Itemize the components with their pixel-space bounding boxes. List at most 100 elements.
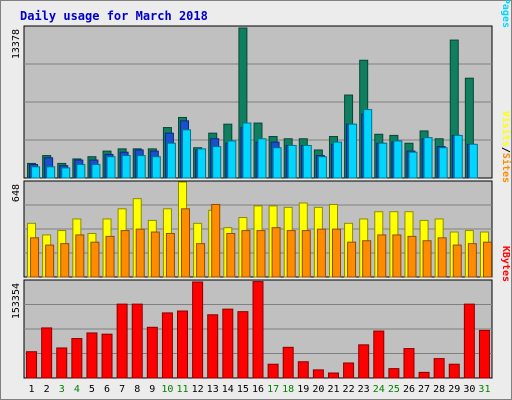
bar-sites-day-2	[45, 244, 55, 278]
y-max-label-visits: 648	[11, 184, 22, 202]
day-label-21: 21	[327, 384, 339, 395]
bar-sites-day-7	[120, 230, 130, 278]
day-label-26: 26	[403, 384, 415, 395]
bar-pages-day-30	[468, 143, 478, 179]
day-label-23: 23	[358, 384, 370, 395]
bar-sites-day-10	[165, 232, 175, 278]
bar-kbytes-day-7	[116, 303, 128, 379]
bar-pages-day-14	[227, 140, 237, 179]
bar-kbytes-day-25	[388, 368, 400, 379]
bar-sites-day-20	[316, 228, 326, 278]
bar-kbytes-day-4	[71, 338, 83, 379]
bar-pages-day-27	[423, 137, 433, 179]
bar-kbytes-day-18	[282, 346, 294, 379]
bar-sites-day-22	[347, 241, 357, 278]
day-label-20: 20	[312, 384, 324, 395]
bar-pages-day-17	[272, 147, 282, 179]
bar-pages-day-5	[91, 164, 101, 179]
bar-kbytes-day-8	[131, 303, 143, 379]
day-label-9: 9	[149, 384, 155, 395]
day-label-6: 6	[104, 384, 110, 395]
day-label-19: 19	[297, 384, 309, 395]
bar-pages-day-1	[31, 166, 41, 179]
bar-sites-day-3	[60, 243, 70, 278]
bar-kbytes-day-28	[433, 358, 445, 379]
bar-sites-day-17	[271, 227, 281, 278]
panel-kbytes: 153354 KBytes	[11, 246, 511, 379]
day-label-17: 17	[267, 384, 279, 395]
bar-pages-day-2	[46, 166, 56, 179]
bar-sites-day-4	[75, 234, 85, 278]
day-label-16: 16	[252, 384, 264, 395]
bar-sites-day-24	[377, 234, 387, 278]
bar-kbytes-day-5	[86, 332, 98, 379]
bar-kbytes-day-1	[26, 351, 38, 379]
bar-pages-day-11	[182, 129, 192, 179]
day-label-10: 10	[161, 384, 173, 395]
bar-sites-day-21	[331, 228, 341, 278]
chart-panels: 13378 Hits/Files/Pages 648 Visits/Sites 1533…	[11, 0, 512, 379]
day-label-1: 1	[29, 384, 35, 395]
legend-hits: Hits/Files/Pages	[500, 0, 512, 28]
bar-pages-day-9	[151, 156, 161, 179]
day-label-13: 13	[207, 384, 219, 395]
bar-pages-day-18	[287, 144, 297, 179]
y-max-label-hits: 13378	[11, 29, 22, 59]
legend-item-pages: Pages	[500, 0, 511, 28]
bar-pages-day-4	[76, 164, 86, 179]
day-label-29: 29	[448, 384, 460, 395]
bar-pages-day-16	[257, 138, 267, 179]
bar-kbytes-day-26	[403, 348, 415, 379]
day-label-25: 25	[388, 384, 400, 395]
day-label-4: 4	[74, 384, 80, 395]
bar-sites-day-15	[241, 230, 251, 278]
bar-sites-day-13	[211, 203, 221, 278]
bar-pages-day-25	[393, 140, 403, 179]
day-label-5: 5	[89, 384, 95, 395]
day-label-12: 12	[192, 384, 204, 395]
bar-pages-day-28	[438, 147, 448, 179]
bar-pages-day-10	[166, 142, 176, 179]
legend-item-visits: Visits	[500, 111, 512, 147]
day-label-30: 30	[463, 384, 475, 395]
bar-sites-day-28	[437, 237, 447, 278]
bar-sites-day-16	[256, 230, 266, 278]
bar-pages-day-23	[363, 109, 373, 179]
bar-sites-day-1	[30, 237, 40, 278]
bar-kbytes-day-24	[373, 330, 385, 379]
bar-sites-day-9	[150, 231, 160, 278]
bar-kbytes-day-14	[222, 308, 234, 379]
day-label-7: 7	[119, 384, 125, 395]
day-label-2: 2	[44, 384, 50, 395]
day-label-8: 8	[134, 384, 140, 395]
bar-pages-day-24	[378, 142, 388, 179]
bar-kbytes-day-21	[327, 372, 339, 379]
bar-kbytes-day-27	[418, 371, 430, 379]
bar-kbytes-day-12	[192, 281, 204, 379]
bar-pages-day-7	[121, 155, 131, 179]
bar-kbytes-day-19	[297, 361, 309, 379]
bar-sites-day-23	[362, 240, 372, 278]
day-label-11: 11	[176, 384, 188, 395]
bar-sites-day-29	[452, 244, 462, 278]
bar-kbytes-day-2	[41, 327, 53, 379]
bar-kbytes-day-3	[56, 347, 68, 379]
day-label-18: 18	[282, 384, 294, 395]
bar-sites-day-26	[407, 235, 417, 278]
bar-pages-day-15	[242, 122, 252, 179]
chart-title: Daily usage for March 2018	[20, 9, 208, 23]
day-label-27: 27	[418, 384, 430, 395]
bar-sites-day-11	[181, 208, 191, 278]
bar-pages-day-6	[106, 156, 116, 179]
bar-pages-day-3	[61, 167, 71, 179]
bar-kbytes-day-31	[478, 329, 490, 379]
bar-kbytes-day-29	[448, 363, 460, 379]
legend-item-sites: Sites	[500, 153, 512, 183]
bar-kbytes-day-20	[312, 369, 324, 379]
bar-sites-day-25	[392, 234, 402, 278]
day-label-3: 3	[59, 384, 65, 395]
bar-kbytes-day-15	[237, 311, 249, 379]
bar-sites-day-31	[482, 241, 492, 278]
bar-kbytes-day-16	[252, 281, 264, 379]
